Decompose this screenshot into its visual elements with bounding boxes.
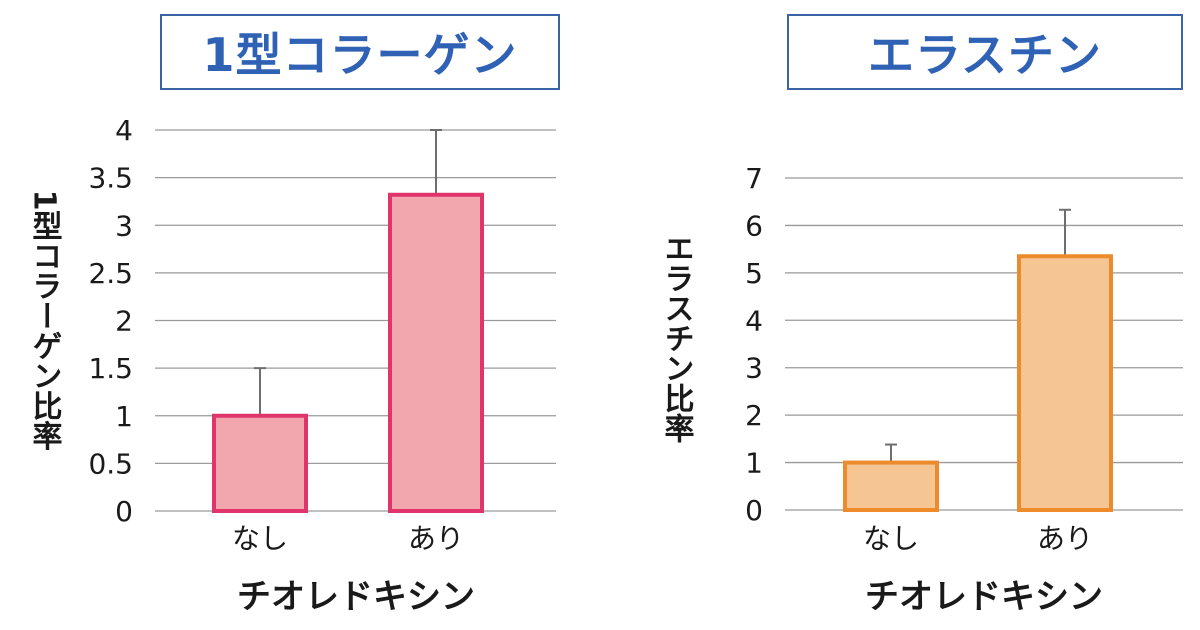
collagen-xaxis-label: チオレドキシン <box>237 577 475 617</box>
collagen-ytick-label: 0 <box>115 495 133 528</box>
elastin-category-label: なし <box>863 522 919 555</box>
elastin-yaxis-label: エラスチン比率 <box>659 233 695 443</box>
elastin-ytick-label: 2 <box>745 399 763 432</box>
elastin-ytick-label: 3 <box>745 352 763 385</box>
collagen-ytick-label: 4 <box>115 114 133 147</box>
elastin-ytick-label: 6 <box>745 209 763 242</box>
elastin-ytick-label: 7 <box>745 162 763 195</box>
elastin-ytick-label: 0 <box>745 494 763 527</box>
collagen-bar-without <box>212 413 308 513</box>
elastin-ytick-label: 4 <box>745 304 763 337</box>
collagen-ytick-label: 0.5 <box>88 447 133 480</box>
collagen-ytick-label: 3 <box>115 209 133 242</box>
collagen-ytick-label: 2.5 <box>88 257 133 290</box>
elastin-xaxis-label: チオレドキシン <box>865 577 1103 617</box>
collagen-ytick-label: 1 <box>115 400 133 433</box>
elastin-bar-without <box>843 460 939 513</box>
collagen-ytick-label: 2 <box>115 305 133 338</box>
elastin-category-label: あり <box>1037 522 1093 555</box>
collagen-yaxis-label: 1型コラーゲン比率 <box>27 190 63 451</box>
collagen-ytick-label: 3.5 <box>88 162 133 195</box>
elastin-bar-with <box>1017 254 1113 512</box>
collagen-category-label: なし <box>232 522 288 555</box>
collagen-ytick-label: 1.5 <box>88 352 133 385</box>
collagen-bar-with <box>388 192 484 514</box>
collagen-category-label: あり <box>408 522 464 555</box>
chart-title-collagen: 1型コラーゲン <box>160 14 560 90</box>
elastin-ytick-label: 5 <box>745 257 763 290</box>
elastin-ytick-label: 1 <box>745 447 763 480</box>
chart-title-elastin: エラスチン <box>787 14 1183 90</box>
